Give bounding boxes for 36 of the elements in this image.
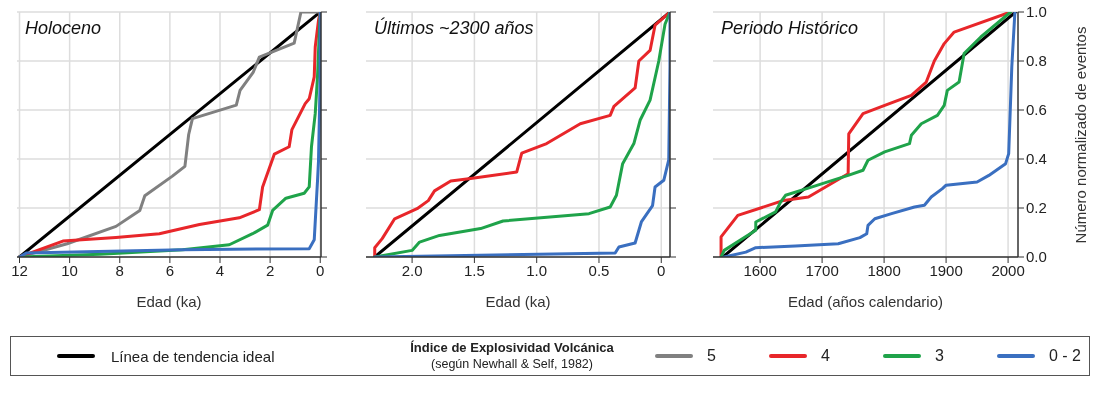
- x-tick-label: 1800: [867, 261, 901, 279]
- legend-label: 5: [707, 347, 717, 365]
- chart-title: Últimos ~2300 años: [374, 18, 534, 39]
- legend-label: 0 - 2: [1049, 347, 1082, 365]
- x-tick-label: 4: [215, 261, 225, 279]
- x-axis-title: Edad (ka): [484, 293, 552, 310]
- x-axis-title: Edad (ka): [135, 293, 203, 310]
- x-tick-label: 8: [115, 261, 124, 279]
- x-tick-label: 0: [657, 261, 666, 279]
- x-tick-label: 2.0: [401, 261, 423, 279]
- y-tick-label: 0.8: [1026, 52, 1047, 70]
- y-tick-label: 0.0: [1026, 248, 1047, 266]
- legend-label: Línea de tendencia ideal: [111, 347, 275, 365]
- x-tick-label: 1700: [805, 261, 839, 279]
- legend-label: 3: [935, 347, 945, 365]
- x-tick-label: 0: [316, 261, 325, 279]
- y-tick-label: 0.4: [1026, 150, 1047, 168]
- y-tick-label: 0.2: [1026, 199, 1047, 217]
- x-tick-label: 1.0: [526, 261, 548, 279]
- chart-title: Periodo Histórico: [721, 18, 859, 39]
- x-tick-label: 1.5: [463, 261, 485, 279]
- x-tick-label: 1600: [743, 261, 777, 279]
- x-axis-title: Edad (años calendario): [786, 293, 945, 310]
- x-tick-label: 10: [61, 261, 78, 279]
- x-tick-label: 12: [11, 261, 28, 279]
- y-axis-title: Número normalizado de eventos: [1071, 26, 1089, 243]
- y-tick-label: 1.0: [1026, 3, 1047, 21]
- legend-label: 4: [821, 347, 831, 365]
- y-tick-label: 0.6: [1026, 101, 1047, 119]
- x-tick-label: 2000: [991, 261, 1025, 279]
- chart-title: Holoceno: [25, 18, 102, 39]
- x-tick-label: 0.5: [588, 261, 610, 279]
- legend-title: Índice de Explosividad Volcánica (según Newhall & Self, 1982): [409, 339, 615, 373]
- x-tick-label: 2: [265, 261, 275, 279]
- x-tick-label: 1900: [929, 261, 963, 279]
- x-tick-label: 6: [165, 261, 175, 279]
